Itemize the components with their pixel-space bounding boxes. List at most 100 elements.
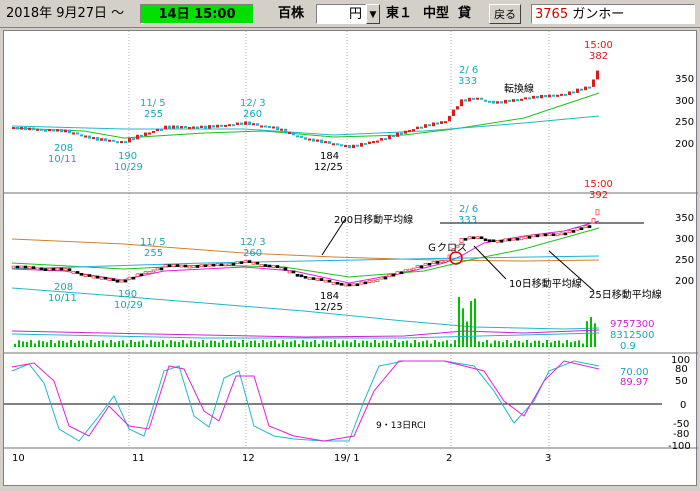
middle-candle — [143, 271, 148, 274]
middle-candle — [339, 282, 344, 286]
middle-feb6-price: 333 — [458, 215, 477, 226]
volume-bar — [494, 340, 496, 347]
back-button[interactable]: 戻る — [489, 4, 521, 24]
middle-candle — [15, 265, 20, 269]
middle-candle — [315, 278, 320, 281]
upper-low-c-date: 12/25 — [314, 162, 343, 173]
volume-bar — [294, 340, 296, 347]
upper-candle — [576, 88, 579, 93]
middle-candle — [299, 274, 304, 278]
xaxis-label-feb: 2 — [446, 453, 452, 464]
upper-candle — [336, 143, 339, 146]
middle-candle — [39, 267, 44, 271]
volume-bar — [542, 342, 544, 347]
upper-candle — [472, 97, 475, 100]
volume-bar — [514, 340, 516, 347]
upper-candle — [156, 128, 159, 131]
volume-bar — [442, 341, 444, 347]
upper-candle — [464, 99, 467, 102]
upper-candle — [256, 123, 259, 126]
middle-candle — [411, 267, 416, 271]
rci-ytick-minus100: -100 — [668, 441, 691, 452]
stock-code: 3765 — [535, 7, 569, 22]
middle-low-c-price: 184 — [320, 291, 339, 302]
volume-bar — [438, 341, 440, 347]
upper-ytick-250: 250 — [675, 117, 694, 128]
middle-candles — [11, 209, 600, 287]
volume-bar — [158, 341, 160, 347]
upper-candle — [408, 130, 411, 133]
upper-candle — [308, 138, 311, 141]
volume-bar — [418, 342, 420, 347]
volume-bar — [458, 297, 460, 347]
volume-bar — [46, 342, 48, 347]
middle-candle — [283, 267, 288, 271]
middle-candle — [483, 238, 488, 242]
middle-candle — [547, 233, 552, 236]
middle-candle — [99, 276, 104, 280]
upper-candle — [532, 95, 535, 99]
upper-candle — [232, 124, 235, 127]
volume-bar — [274, 340, 276, 347]
volume-bar — [270, 341, 272, 347]
upper-candle — [148, 132, 151, 135]
upper-dec3-price: 260 — [243, 109, 262, 120]
stock-field[interactable]: 3765 ガンホー — [531, 4, 695, 24]
middle-candle — [307, 277, 312, 280]
volume-bar — [522, 342, 524, 347]
upper-candle — [452, 109, 455, 116]
upper-candles — [12, 70, 599, 149]
middle-candle — [83, 274, 88, 277]
rci-ytick-100: 100 — [671, 355, 690, 366]
middle-candle — [155, 267, 160, 271]
middle-dec3-price: 260 — [243, 248, 262, 259]
upper-candle — [112, 139, 115, 142]
volume-bar — [394, 340, 396, 347]
rci-label: 9・13日RCI — [376, 420, 426, 431]
middle-candle — [523, 236, 528, 239]
upper-candle — [520, 98, 523, 101]
middle-candle — [275, 265, 280, 268]
middle-candle — [115, 279, 120, 283]
middle-candle — [191, 265, 196, 268]
volume-bar — [550, 342, 552, 347]
middle-candle — [575, 227, 580, 231]
volume-bar — [462, 308, 464, 347]
volume-bar — [214, 340, 216, 347]
volume-bar — [178, 341, 180, 347]
upper-candle — [312, 138, 315, 142]
middle-candle — [403, 269, 408, 273]
upper-candle — [36, 128, 39, 131]
upper-candle — [188, 127, 191, 130]
volume-bar — [322, 340, 324, 347]
middle-candle — [387, 273, 392, 277]
middle-candle — [487, 239, 492, 243]
middle-ytick-350: 350 — [675, 213, 694, 224]
volume-bar — [182, 340, 184, 347]
middle-candle — [11, 265, 16, 269]
ma200-callout-line — [321, 217, 347, 256]
volume-bar — [78, 340, 80, 347]
volume-bar — [390, 342, 392, 347]
middle-candle — [179, 264, 184, 268]
market-label: 東１ — [386, 6, 413, 21]
volume-bar — [370, 342, 372, 347]
time-display[interactable]: 14日 15:00 — [140, 4, 254, 24]
volume-bar — [518, 340, 520, 347]
volume-bar — [58, 340, 60, 347]
upper-candle — [184, 126, 187, 129]
middle-candle — [475, 236, 480, 240]
middle-candle — [147, 271, 152, 274]
upper-candle — [440, 121, 443, 124]
volume-bar — [326, 341, 328, 347]
middle-candle — [183, 264, 188, 268]
upper-candle — [588, 86, 591, 89]
volume-bar — [586, 321, 588, 347]
currency-select[interactable]: 円 — [316, 4, 366, 24]
upper-candle — [424, 124, 427, 128]
middle-candle — [399, 271, 404, 274]
currency-dropdown-button[interactable]: ▼ — [366, 4, 380, 24]
upper-candle — [104, 138, 107, 142]
upper-candle — [24, 126, 27, 131]
chart-area[interactable]: 350 300 250 200 350 300 250 200 100 80 5… — [3, 30, 698, 486]
